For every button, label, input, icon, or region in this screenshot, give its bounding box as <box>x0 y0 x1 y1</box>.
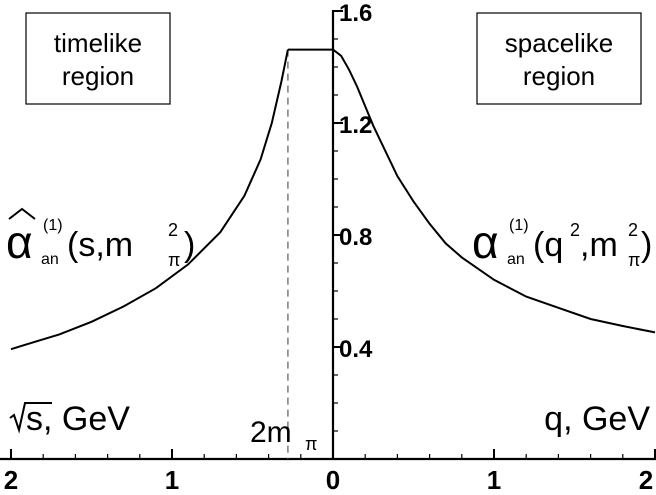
spacelike-formula-main: α <box>472 216 499 268</box>
x-tick-label: 2 <box>639 465 653 495</box>
spacelike-region-box: spacelike region <box>476 12 642 105</box>
spacelike-formula: α (1) an (q 2 ,m 2 π ) <box>472 216 652 270</box>
threshold-label-sub: π <box>305 434 317 454</box>
x-tick-label: 1 <box>165 465 179 495</box>
timelike-formula-args-sub: π <box>168 250 180 270</box>
sqrt-icon <box>9 402 52 434</box>
timelike-formula-args: (s,m <box>67 226 133 264</box>
y-tick-label: 1.2 <box>339 112 372 139</box>
timelike-region-box: timelike region <box>25 12 171 105</box>
spacelike-formula-close: ) <box>641 226 652 264</box>
y-tick-label: 0.8 <box>339 224 372 251</box>
timelike-box-line1: timelike <box>54 28 142 58</box>
spacelike-formula-args-sup2: 2 <box>628 220 638 240</box>
spacelike-formula-sup: (1) <box>509 217 529 234</box>
spacelike-formula-args-sub2: π <box>628 250 640 270</box>
timelike-formula-sup: (1) <box>43 217 63 234</box>
timelike-formula-close: ) <box>184 226 195 264</box>
hat-icon <box>8 207 36 220</box>
timelike-curve <box>10 49 289 351</box>
timelike-axis-label-text: s, GeV <box>26 400 130 438</box>
x-ticks: 2 1 0 1 2 <box>4 449 656 495</box>
y-tick-label: 0.4 <box>339 336 373 363</box>
timelike-formula-main: α <box>6 216 33 268</box>
x-tick-label: 0 <box>326 465 340 495</box>
spacelike-curve <box>332 48 656 334</box>
spacelike-formula-args-sep: ,m <box>580 226 618 264</box>
spacelike-formula-args: (q <box>533 226 563 264</box>
timelike-formula-args-sup: 2 <box>168 220 178 240</box>
y-tick-label: 1.6 <box>339 0 372 27</box>
spacelike-box-line1: spacelike <box>505 28 613 58</box>
threshold-label: 2m π <box>250 416 317 454</box>
timelike-axis-label: s, GeV <box>9 400 130 438</box>
spacelike-box-line2: region <box>523 61 595 91</box>
spacelike-axis-label: q, GeV <box>544 400 650 438</box>
timelike-box-line2: region <box>62 61 134 91</box>
threshold-label-text: 2m <box>250 416 292 449</box>
spacelike-formula-sub: an <box>507 251 525 268</box>
spacelike-formula-args-sup: 2 <box>570 220 580 240</box>
y-ticks: 0.4 0.8 1.2 1.6 <box>333 0 373 432</box>
timelike-formula: α (1) an (s,m 2 π ) <box>6 207 195 270</box>
x-tick-label: 1 <box>487 465 501 495</box>
x-tick-label: 2 <box>4 465 18 495</box>
timelike-formula-sub: an <box>41 251 59 268</box>
